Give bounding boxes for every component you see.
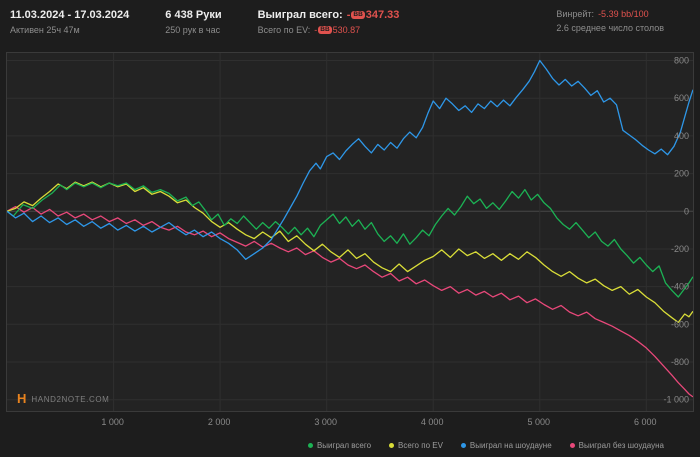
- svg-text:-800: -800: [671, 357, 689, 367]
- hand2note-logo-icon: H: [17, 391, 27, 406]
- legend-marker-icon: [389, 443, 395, 448]
- legend-marker-icon: [307, 443, 313, 448]
- won-total-value: - BB 347.33: [346, 9, 400, 21]
- series-won-without-showdown: [7, 205, 693, 398]
- legend-item[interactable]: Выиграл без шоудауна: [569, 441, 664, 450]
- x-axis-tick-label: 6 000: [634, 417, 657, 427]
- ev-total-label: Всего по EV:: [257, 25, 311, 35]
- hands-per-hour: 250 рук в час: [165, 25, 221, 35]
- stats-header-bar: 11.03.2024 - 17.03.2024 Активен 25ч 47м …: [0, 0, 700, 52]
- chart-legend: Выиграл всего Всего по EV Выиграл на шоуда…: [0, 441, 700, 450]
- series-won-at-showdown: [7, 59, 693, 260]
- svg-text:-600: -600: [671, 319, 689, 329]
- date-range-block: 11.03.2024 - 17.03.2024 Активен 25ч 47м: [10, 9, 129, 35]
- date-range: 11.03.2024 - 17.03.2024: [10, 9, 130, 21]
- ev-total-value: - BB 530.87: [314, 25, 361, 35]
- legend-item[interactable]: Всего по EV: [389, 441, 443, 450]
- winrate-block: Винрейт: -5.39 bb/100 2.6 среднее число …: [556, 9, 686, 33]
- hand2note-logo-text: HAND2NOTE.COM: [31, 394, 110, 404]
- x-axis-tick-label: 1 000: [101, 417, 124, 427]
- hands-count: 6 438 Руки: [165, 9, 222, 21]
- legend-label: Выиграл на шоудауне: [469, 441, 552, 450]
- svg-text:600: 600: [674, 93, 689, 103]
- x-axis-tick-label: 4 000: [420, 417, 444, 427]
- x-axis-labels: 1 000 2 000 3 000 4 000 5 000 6 000: [0, 417, 700, 429]
- hand2note-logo: H HAND2NOTE.COM: [17, 391, 110, 406]
- legend-marker-icon: [569, 443, 575, 448]
- x-axis-tick-label: 5 000: [527, 417, 551, 427]
- svg-text:-1 000: -1 000: [663, 395, 689, 405]
- svg-text:400: 400: [674, 131, 689, 141]
- bigblind-icon: BB: [351, 11, 365, 19]
- series-total-by-ev: [7, 181, 693, 324]
- svg-text:0: 0: [684, 206, 689, 216]
- legend-label: Выиграл без шоудауна: [578, 441, 664, 450]
- won-total-label: Выиграл всего:: [257, 9, 343, 21]
- active-time: Активен 25ч 47м: [10, 25, 80, 35]
- svg-text:200: 200: [674, 169, 689, 179]
- avg-tables: 2.6 среднее число столов: [556, 23, 664, 33]
- bigblind-icon: BB: [318, 26, 332, 34]
- legend-label: Всего по EV: [398, 441, 443, 450]
- legend-item[interactable]: Выиграл на шоудауне: [460, 441, 552, 450]
- winnings-block: Выиграл всего: - BB 347.33 Всего по EV: -B…: [258, 9, 400, 35]
- winrate-value: -5.39 bb/100: [598, 9, 649, 19]
- hands-block: 6 438 Руки 250 рук в час: [165, 9, 221, 35]
- series-won-total: [7, 182, 693, 298]
- svg-text:-200: -200: [671, 244, 689, 254]
- svg-text:800: 800: [674, 56, 689, 66]
- legend-label: Выиграл всего: [316, 441, 372, 450]
- x-axis-tick-label: 2 000: [207, 417, 231, 427]
- legend-item[interactable]: Выиграл всего: [307, 441, 372, 450]
- x-axis-tick-label: 3 000: [314, 417, 337, 427]
- legend-marker-icon: [460, 443, 466, 448]
- winnings-chart-svg[interactable]: 800 600 400 200 0 -200 -400 -600 -800 -1 000: [7, 53, 693, 411]
- svg-text:-400: -400: [671, 282, 689, 292]
- winrate-label: Винрейт:: [556, 9, 595, 19]
- winnings-chart-panel[interactable]: 800 600 400 200 0 -200 -400 -600 -800 -1 000 H HA…: [6, 52, 694, 412]
